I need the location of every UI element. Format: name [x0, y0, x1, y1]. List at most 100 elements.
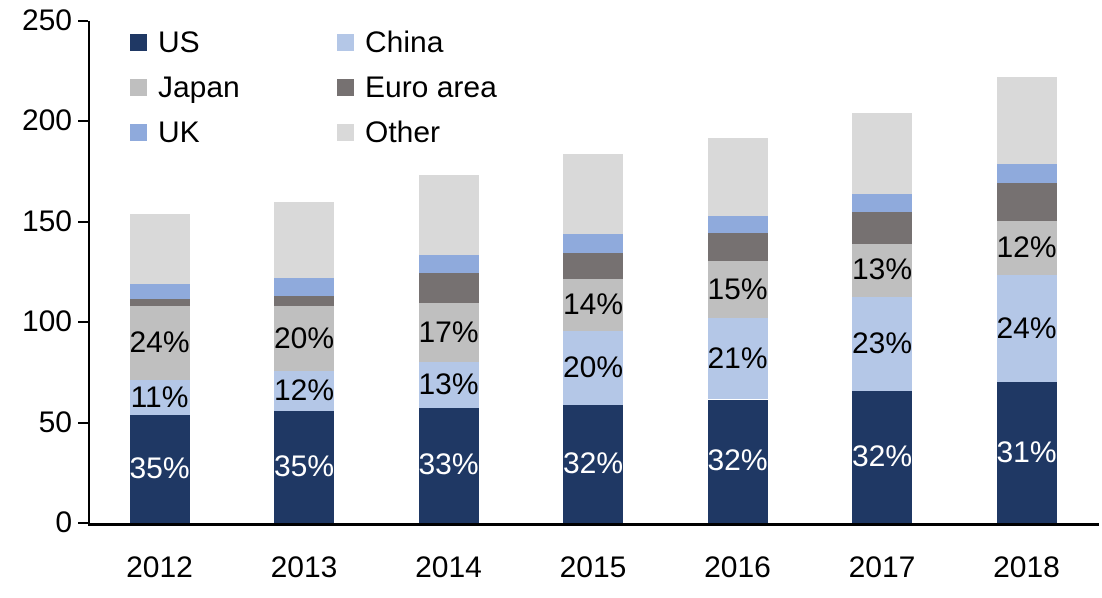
bar-segment-uk-2014	[418, 254, 479, 273]
bar-label-china-2016: 21%	[707, 341, 768, 375]
bar-label-us-2015: 32%	[562, 446, 624, 480]
x-tick-label-2015: 2015	[559, 551, 627, 584]
bar-segment-china-2016	[707, 318, 768, 400]
legend-label-other: Other	[365, 115, 441, 149]
y-tick-label-0: 0	[55, 506, 72, 539]
bar-segment-euro-area-2014	[418, 273, 479, 304]
bar-label-china-2012: 11%	[130, 380, 189, 414]
bar-segment-us-2014	[418, 407, 479, 523]
bar-label-japan-2017: 13%	[851, 253, 913, 287]
legend-label-japan: Japan	[158, 70, 240, 104]
legend-swatch-us	[130, 34, 147, 51]
y-tick-mark-250	[78, 20, 88, 22]
legend: US China Japan Euro area UK Other	[130, 20, 497, 155]
legend-swatch-other	[337, 124, 354, 141]
legend-swatch-euro-area	[337, 79, 354, 96]
bar-label-japan-2012: 24%	[129, 326, 190, 360]
bar-segment-japan-2017	[852, 243, 912, 298]
bar-label-japan-2014: 17%	[418, 315, 479, 349]
bar-segment-uk-2016	[707, 215, 768, 233]
bar-segment-euro-area-2016	[707, 232, 768, 261]
x-tick-label-2014: 2014	[415, 551, 482, 584]
bar-segment-other-2016	[707, 138, 768, 216]
bar-label-us-2018: 31%	[996, 435, 1057, 469]
bar-label-japan-2015: 14%	[562, 288, 624, 322]
x-tick-label-2018: 2018	[993, 551, 1060, 584]
bar-segment-uk-2013	[274, 278, 334, 297]
bar-segment-us-2012	[129, 414, 190, 523]
y-tick-label-250: 250	[21, 4, 72, 37]
y-tick-mark-100	[78, 321, 88, 324]
bar-segment-japan-2018	[996, 220, 1057, 275]
legend-swatch-uk	[130, 124, 147, 141]
y-tick-label-100: 100	[21, 305, 72, 339]
bar-segment-china-2013	[274, 371, 334, 411]
y-tick-mark-0	[78, 522, 88, 524]
legend-swatch-china	[337, 34, 354, 51]
bar-segment-china-2018	[996, 275, 1057, 383]
bar-segment-other-2013	[274, 201, 334, 279]
bar-label-china-2014: 13%	[418, 367, 479, 401]
bar-segment-us-2017	[852, 391, 912, 523]
bar-segment-us-2015	[563, 404, 623, 523]
bar-segment-china-2015	[563, 331, 623, 405]
x-tick-label-2017: 2017	[848, 551, 916, 584]
bar-segment-us-2016	[707, 399, 768, 523]
bar-segment-euro-area-2017	[852, 211, 912, 244]
bar-segment-japan-2016	[707, 260, 768, 319]
bar-segment-japan-2013	[274, 306, 334, 372]
legend-item-china: China	[337, 20, 497, 65]
x-tick-label-2016: 2016	[704, 551, 771, 584]
legend-item-uk: UK	[130, 110, 337, 155]
bar-segment-us-2013	[274, 410, 334, 523]
bar-segment-japan-2015	[563, 279, 623, 332]
bar-label-japan-2016: 15%	[707, 272, 768, 306]
legend-item-other: Other	[337, 110, 497, 155]
bar-label-japan-2013: 20%	[273, 321, 335, 355]
y-tick-mark-200	[78, 120, 88, 123]
bar-segment-euro-area-2015	[563, 252, 623, 280]
bar-segment-china-2017	[852, 297, 912, 392]
bar-segment-china-2014	[418, 362, 479, 408]
bar-segment-other-2018	[996, 77, 1057, 164]
legend-item-euro-area: Euro area	[337, 65, 497, 110]
bar-segment-uk-2012	[129, 284, 190, 300]
x-tick-label-2013: 2013	[270, 551, 338, 584]
legend-item-japan: Japan	[130, 65, 337, 110]
legend-label-us: US	[158, 25, 200, 59]
bar-segment-japan-2014	[418, 303, 479, 363]
bar-segment-japan-2012	[129, 306, 190, 381]
bar-segment-other-2017	[852, 113, 912, 194]
bar-segment-euro-area-2012	[129, 299, 190, 307]
legend-label-china: China	[365, 25, 444, 59]
bar-segment-other-2015	[563, 153, 623, 234]
bar-segment-euro-area-2013	[274, 296, 334, 307]
y-tick-label-200: 200	[21, 104, 72, 138]
bar-label-us-2012: 35%	[129, 451, 190, 485]
bar-label-china-2018: 24%	[996, 311, 1057, 345]
legend-label-uk: UK	[158, 115, 200, 149]
bar-segment-uk-2017	[852, 193, 912, 212]
bar-label-us-2016: 32%	[707, 444, 768, 478]
x-axis-line	[88, 523, 1099, 526]
bar-segment-other-2014	[418, 174, 479, 255]
x-tick-label-2012: 2012	[126, 551, 193, 584]
y-tick-label-150: 150	[21, 204, 72, 238]
bar-segment-euro-area-2018	[996, 182, 1057, 221]
legend-label-euro-area: Euro area	[365, 70, 497, 104]
bar-segment-us-2018	[996, 382, 1057, 523]
bar-label-china-2013: 12%	[273, 373, 335, 407]
bar-label-japan-2018: 12%	[996, 230, 1057, 264]
bar-label-us-2014: 33%	[418, 448, 479, 482]
bar-segment-uk-2018	[996, 163, 1057, 183]
y-tick-mark-50	[78, 421, 88, 424]
y-tick-label-50: 50	[38, 405, 72, 439]
y-axis-line	[88, 21, 90, 526]
bar-label-us-2013: 35%	[273, 449, 335, 483]
bar-label-us-2017: 32%	[851, 440, 913, 474]
legend-item-us: US	[130, 20, 337, 65]
bar-segment-china-2012	[129, 380, 190, 415]
bar-label-china-2015: 20%	[562, 350, 624, 384]
legend-swatch-japan	[130, 79, 147, 96]
